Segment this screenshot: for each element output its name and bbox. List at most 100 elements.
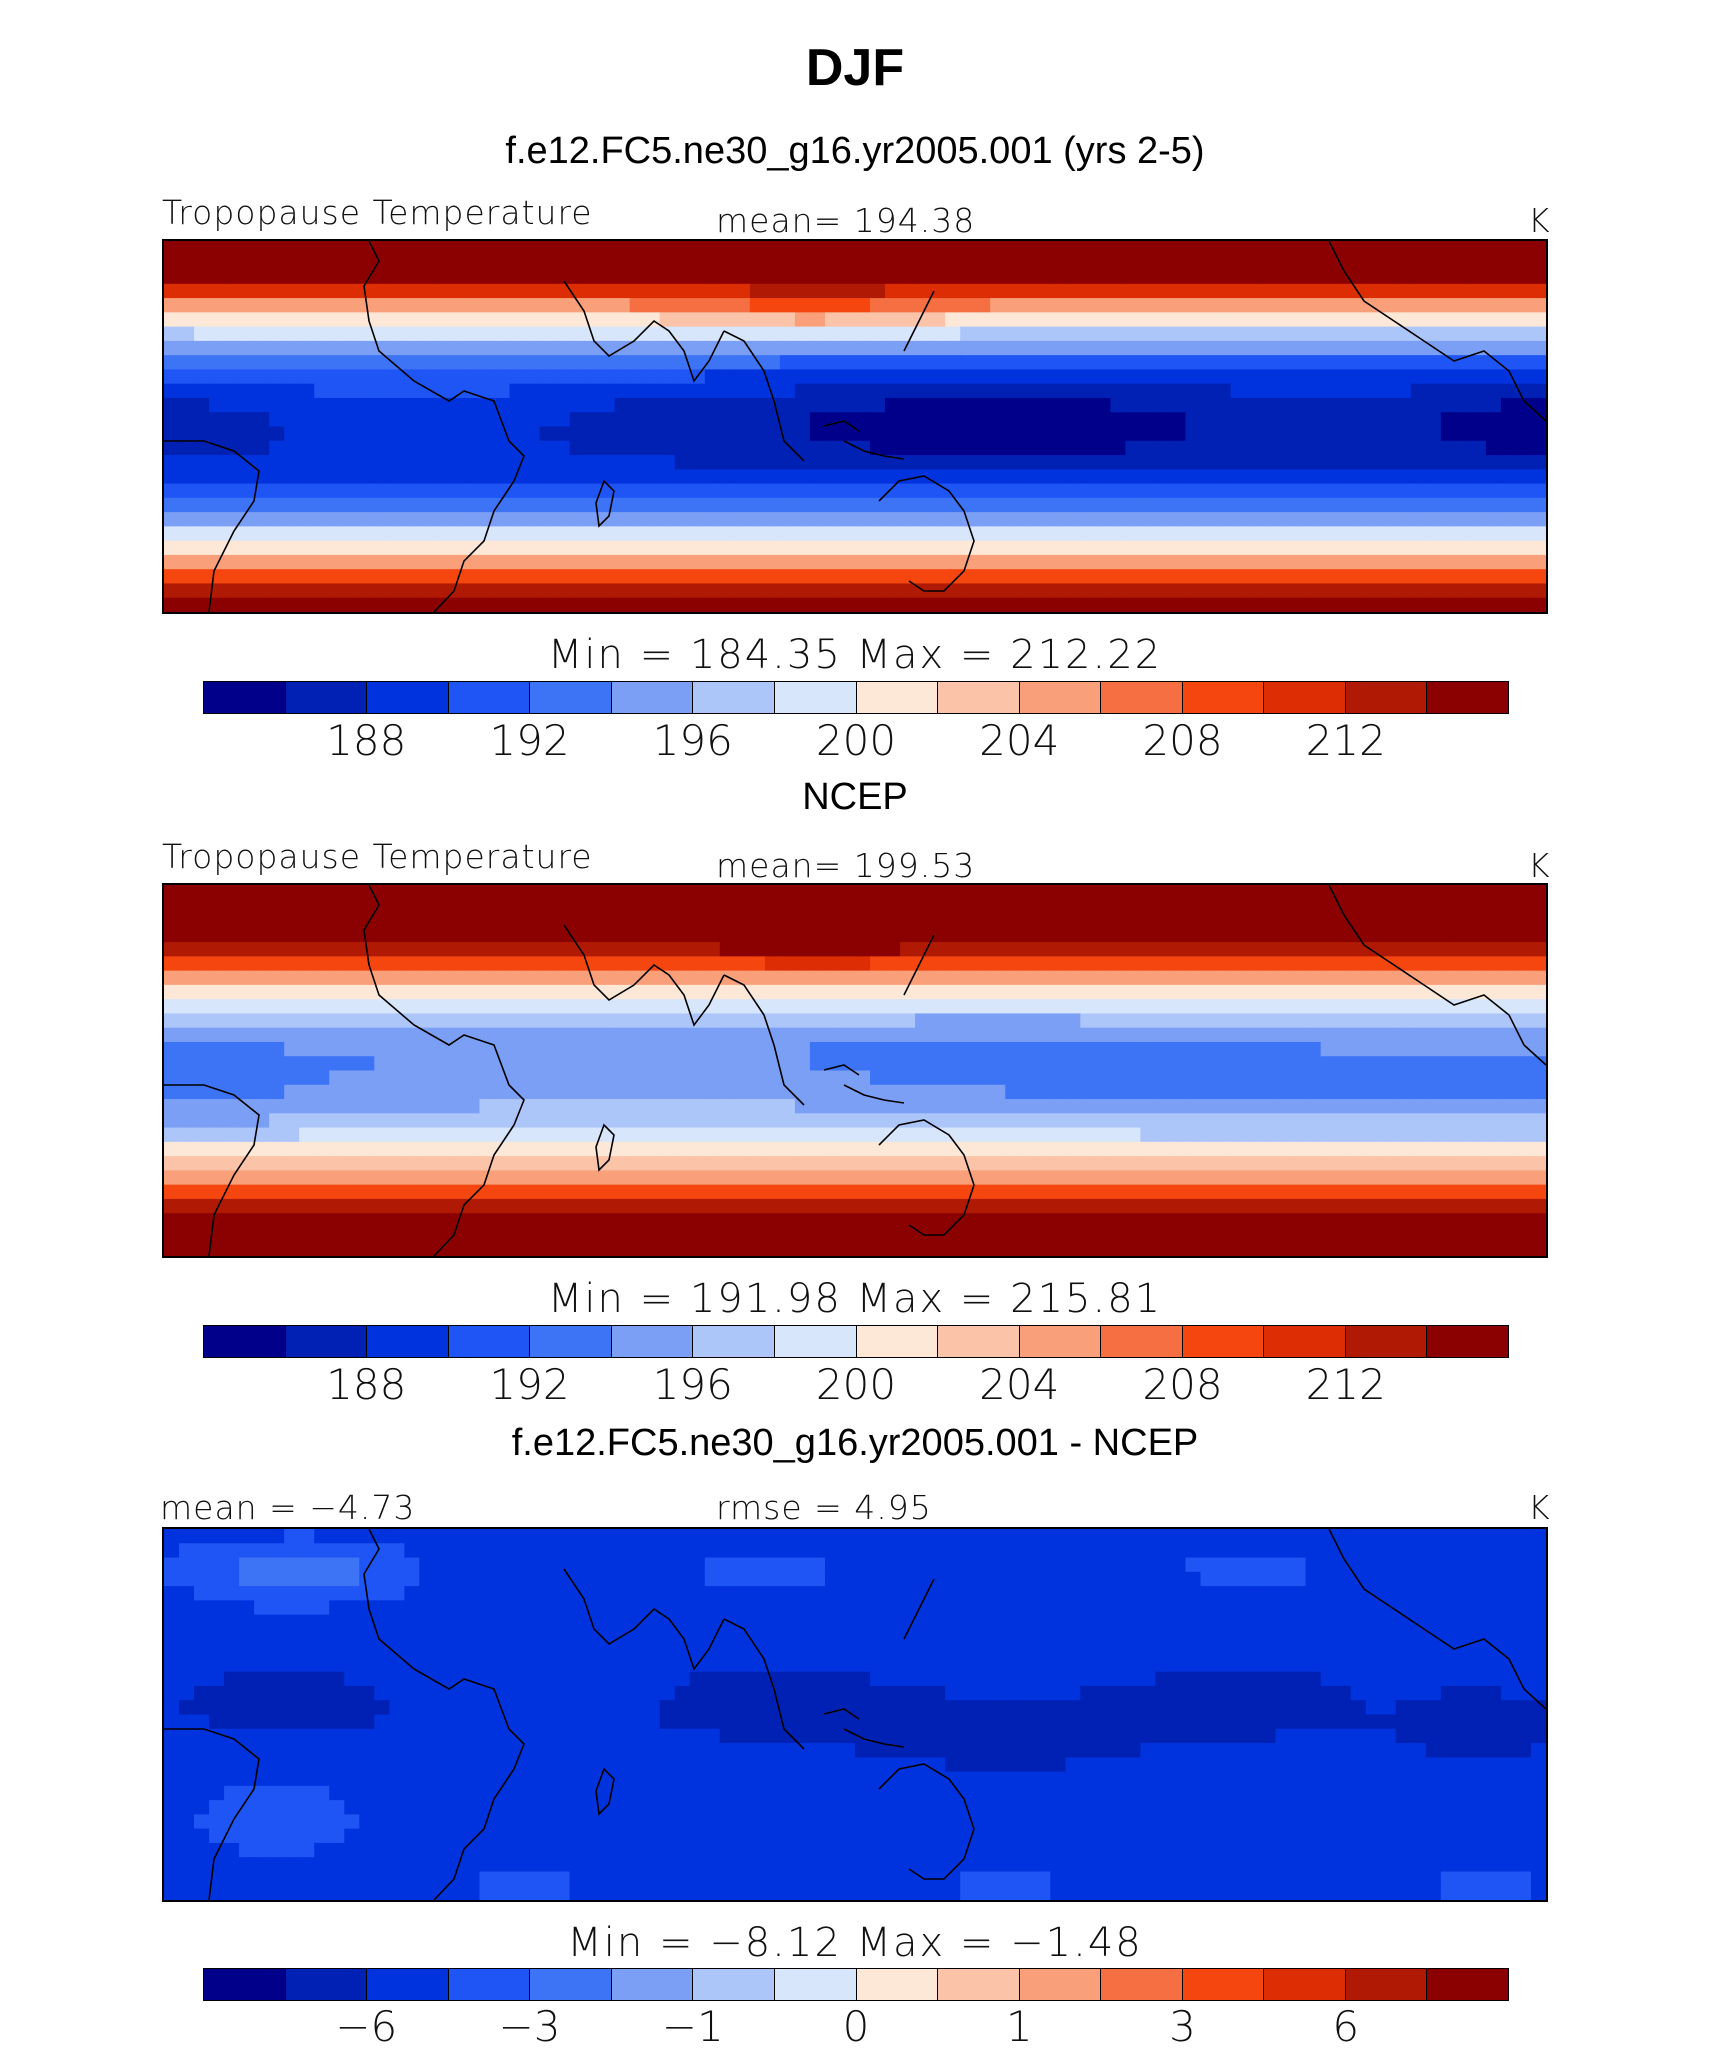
contour-cell: [1380, 483, 1397, 499]
contour-cell: [239, 241, 255, 256]
contour-cell: [629, 569, 646, 585]
contour-cell: [674, 397, 691, 413]
contour-cell: [539, 1241, 556, 1256]
contour-cell: [1125, 942, 1142, 957]
contour-cell: [524, 383, 541, 399]
contour-cell: [1515, 1529, 1532, 1544]
panel2-minmax: Min = 191.98 Max = 215.81: [547, 1276, 1163, 1322]
contour-cell: [839, 298, 856, 313]
contour-cell: [314, 1127, 330, 1143]
contour-cell: [1455, 984, 1472, 1000]
contour-cell: [314, 526, 330, 542]
contour-cell: [224, 483, 240, 499]
contour-cell: [1305, 1056, 1322, 1072]
contour-cell: [1080, 1041, 1096, 1057]
contour-cell: [359, 1141, 375, 1157]
contour-cell: [659, 298, 676, 313]
contour-cell: [1095, 269, 1111, 285]
contour-cell: [464, 269, 481, 285]
contour-cell: [1080, 1027, 1096, 1043]
contour-cell: [1110, 999, 1126, 1015]
contour-cell: [1455, 1056, 1472, 1072]
contour-cell: [644, 340, 661, 356]
contour-cell: [179, 1184, 195, 1200]
contour-cell: [1080, 469, 1096, 485]
contour-cell: [1290, 927, 1307, 943]
contour-cell: [975, 1156, 991, 1171]
contour-cell: [1335, 1041, 1352, 1057]
contour-cell: [1185, 1141, 1202, 1157]
contour-cell: [239, 583, 255, 599]
contour-cell: [1080, 283, 1096, 299]
contour-cell: [1155, 942, 1172, 957]
contour-cell: [1365, 1184, 1382, 1200]
contour-cell: [554, 899, 571, 915]
contour-cell: [404, 298, 420, 313]
contour-cell: [960, 1198, 976, 1214]
contour-cell: [1170, 1141, 1187, 1157]
colorbar-tick-label: 200: [815, 1360, 897, 1409]
contour-cell: [1500, 526, 1517, 542]
contour-cell: [179, 1099, 195, 1114]
contour-cell: [1500, 369, 1517, 385]
contour-cell: [584, 1170, 601, 1186]
contour-cell: [1485, 426, 1502, 442]
contour-cell: [1170, 269, 1187, 285]
contour-cell: [749, 526, 766, 542]
contour-cell: [1365, 369, 1382, 385]
contour-cell: [494, 1198, 511, 1214]
contour-cell: [464, 1198, 481, 1214]
contour-cell: [1530, 469, 1546, 485]
contour-cell: [809, 469, 826, 485]
contour-cell: [1080, 927, 1096, 943]
contour-cell: [374, 326, 390, 342]
contour-cell: [975, 1084, 991, 1100]
contour-cell: [494, 1041, 511, 1057]
contour-cell: [930, 1198, 946, 1214]
contour-cell: [1350, 283, 1367, 299]
contour-cell: [389, 440, 405, 456]
contour-cell: [1260, 355, 1277, 371]
contour-cell: [1125, 497, 1142, 513]
colorbar-tick-label: 200: [815, 716, 897, 765]
contour-cell: [359, 1127, 375, 1143]
contour-cell: [1380, 942, 1397, 957]
contour-cell: [599, 241, 616, 256]
contour-cell: [1170, 1070, 1187, 1086]
contour-cell: [299, 412, 315, 428]
contour-cell: [254, 397, 270, 413]
contour-cell: [1425, 255, 1442, 271]
contour-cell: [584, 283, 601, 299]
contour-cell: [164, 340, 180, 356]
contour-cell: [900, 1227, 916, 1243]
contour-cell: [1140, 283, 1157, 299]
contour-cell: [494, 255, 511, 271]
contour-cell: [734, 885, 751, 900]
contour-cell: [404, 355, 420, 371]
contour-cell: [1185, 326, 1202, 342]
contour-cell: [704, 1027, 721, 1043]
contour-cell: [1530, 1041, 1546, 1057]
contour-cell: [299, 383, 315, 399]
contour-cell: [1455, 913, 1472, 929]
contour-cell: [569, 326, 586, 342]
contour-cell: [975, 956, 991, 972]
contour-cell: [1110, 927, 1126, 943]
contour-cell: [494, 469, 511, 485]
contour-cell: [569, 1070, 586, 1086]
contour-cell: [900, 455, 916, 470]
contour-cell: [885, 1027, 901, 1043]
contour-cell: [449, 283, 466, 299]
contour-cell: [644, 483, 661, 499]
contour-cell: [990, 455, 1006, 470]
contour-cell: [1260, 1084, 1277, 1100]
contour-cell: [960, 1213, 976, 1229]
contour-cell: [779, 255, 796, 271]
contour-cell: [1260, 469, 1277, 485]
contour-cell: [1065, 1056, 1081, 1072]
contour-cell: [584, 426, 601, 442]
contour-cell: [1350, 483, 1367, 499]
contour-cell: [779, 355, 796, 371]
contour-cell: [990, 885, 1006, 900]
contour-cell: [870, 526, 886, 542]
